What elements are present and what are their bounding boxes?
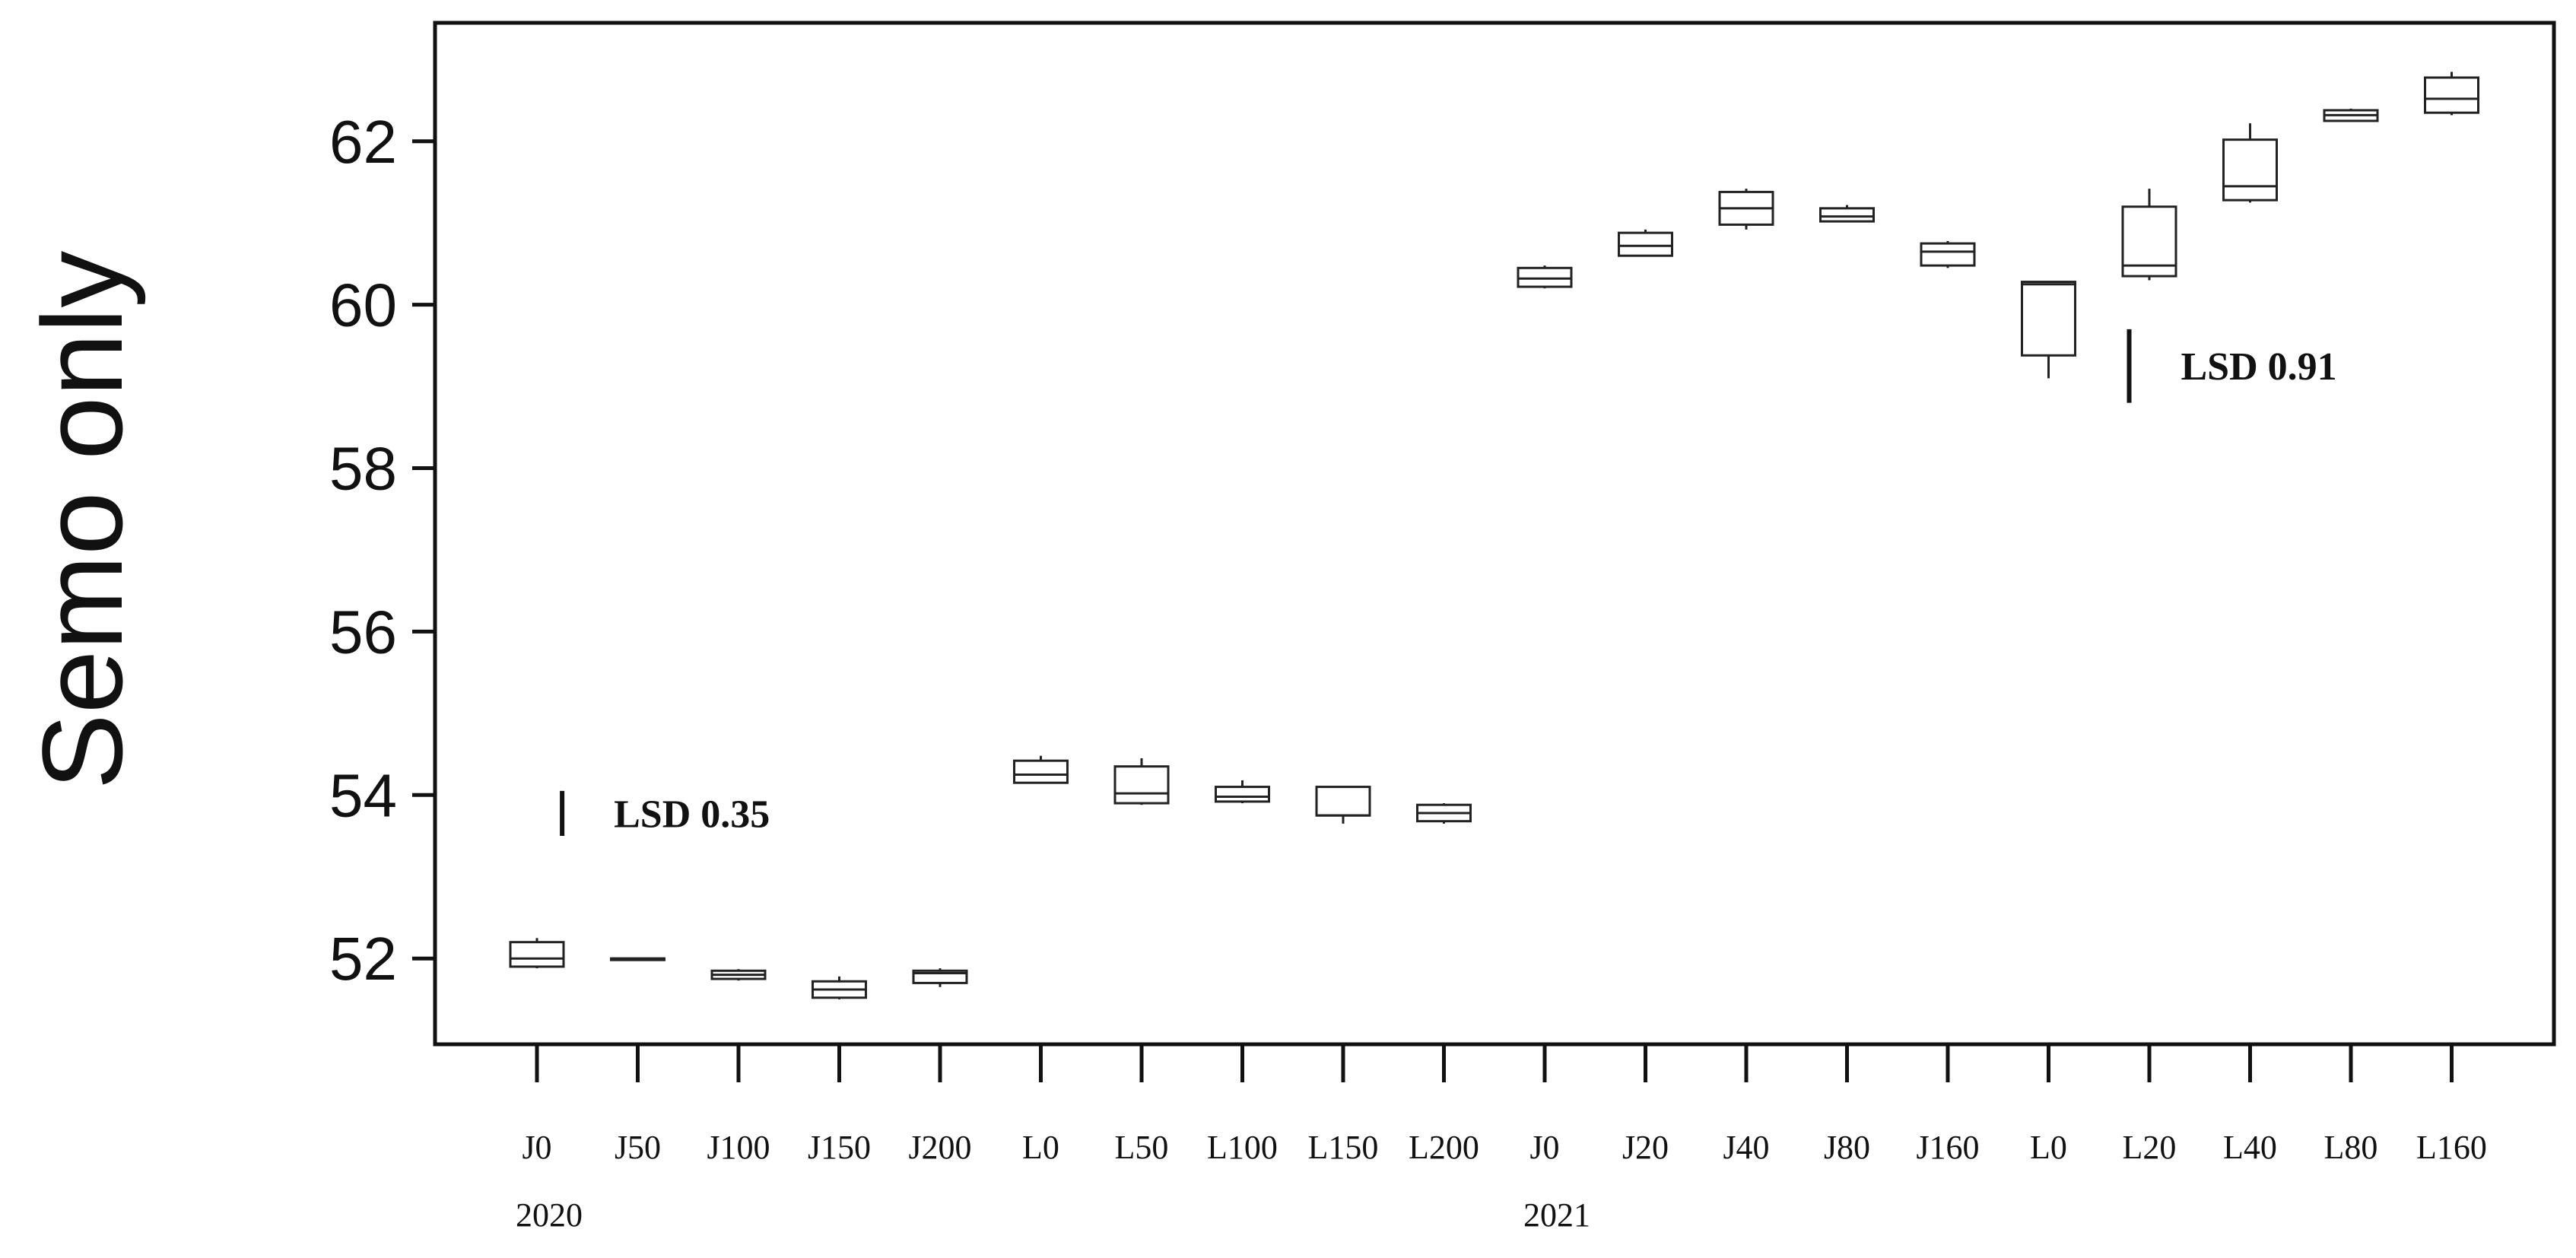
box — [1113, 765, 1170, 805]
x-tick-label: L50 — [1115, 1129, 1169, 1166]
box — [1315, 786, 1371, 817]
y-tick-label: 54 — [329, 761, 397, 829]
x-tick-label: J200 — [908, 1129, 971, 1166]
lsd-label: LSD 0.91 — [2181, 345, 2337, 389]
y-tick-label: 52 — [329, 925, 397, 993]
x-tick-label: J20 — [1622, 1129, 1669, 1166]
lsd-label: LSD 0.35 — [614, 793, 770, 836]
y-tick-label: 58 — [329, 435, 397, 503]
x-tick-label: L150 — [1308, 1129, 1379, 1166]
box — [2222, 138, 2278, 202]
x-tick-label: J80 — [1824, 1129, 1870, 1166]
x-tick-label: L100 — [1207, 1129, 1278, 1166]
x-tick-label: L40 — [2223, 1129, 2277, 1166]
box — [2424, 76, 2479, 114]
plot-area: 52 54 56 58 60 62 J0 J50 J100 J150 J200 L0 L50 L100 L1… — [329, 21, 2556, 1234]
group-label: 2021 — [1523, 1196, 1590, 1234]
x-tick-label: L80 — [2324, 1129, 2378, 1166]
plot-frame — [433, 21, 2556, 1047]
x-tick-label: J150 — [808, 1129, 871, 1166]
box — [1618, 231, 1673, 257]
x-tick-label: J50 — [615, 1129, 661, 1166]
x-tick-label: J0 — [1529, 1129, 1559, 1166]
box — [1517, 266, 1573, 288]
x-tick-label: J100 — [707, 1129, 770, 1166]
y-axis-label: Semo only — [18, 251, 146, 790]
box — [1920, 242, 1976, 267]
x-tick-label: L0 — [1022, 1129, 1059, 1166]
box — [1819, 207, 1875, 223]
box — [2021, 281, 2076, 357]
x-tick-label: L160 — [2416, 1129, 2487, 1166]
x-tick-label: L200 — [1409, 1129, 1479, 1166]
x-tick-label: J160 — [1916, 1129, 1979, 1166]
y-tick-label: 56 — [329, 598, 397, 666]
box — [509, 941, 565, 968]
x-tick-label: J0 — [522, 1129, 551, 1166]
x-tick-label: J40 — [1723, 1129, 1769, 1166]
y-tick-label: 60 — [329, 272, 397, 339]
x-tick-label: L0 — [2030, 1129, 2067, 1166]
group-label: 2020 — [516, 1196, 583, 1234]
x-tick-label: L20 — [2123, 1129, 2177, 1166]
y-tick-label: 62 — [329, 108, 397, 176]
box — [1013, 759, 1069, 784]
box — [1215, 786, 1270, 803]
